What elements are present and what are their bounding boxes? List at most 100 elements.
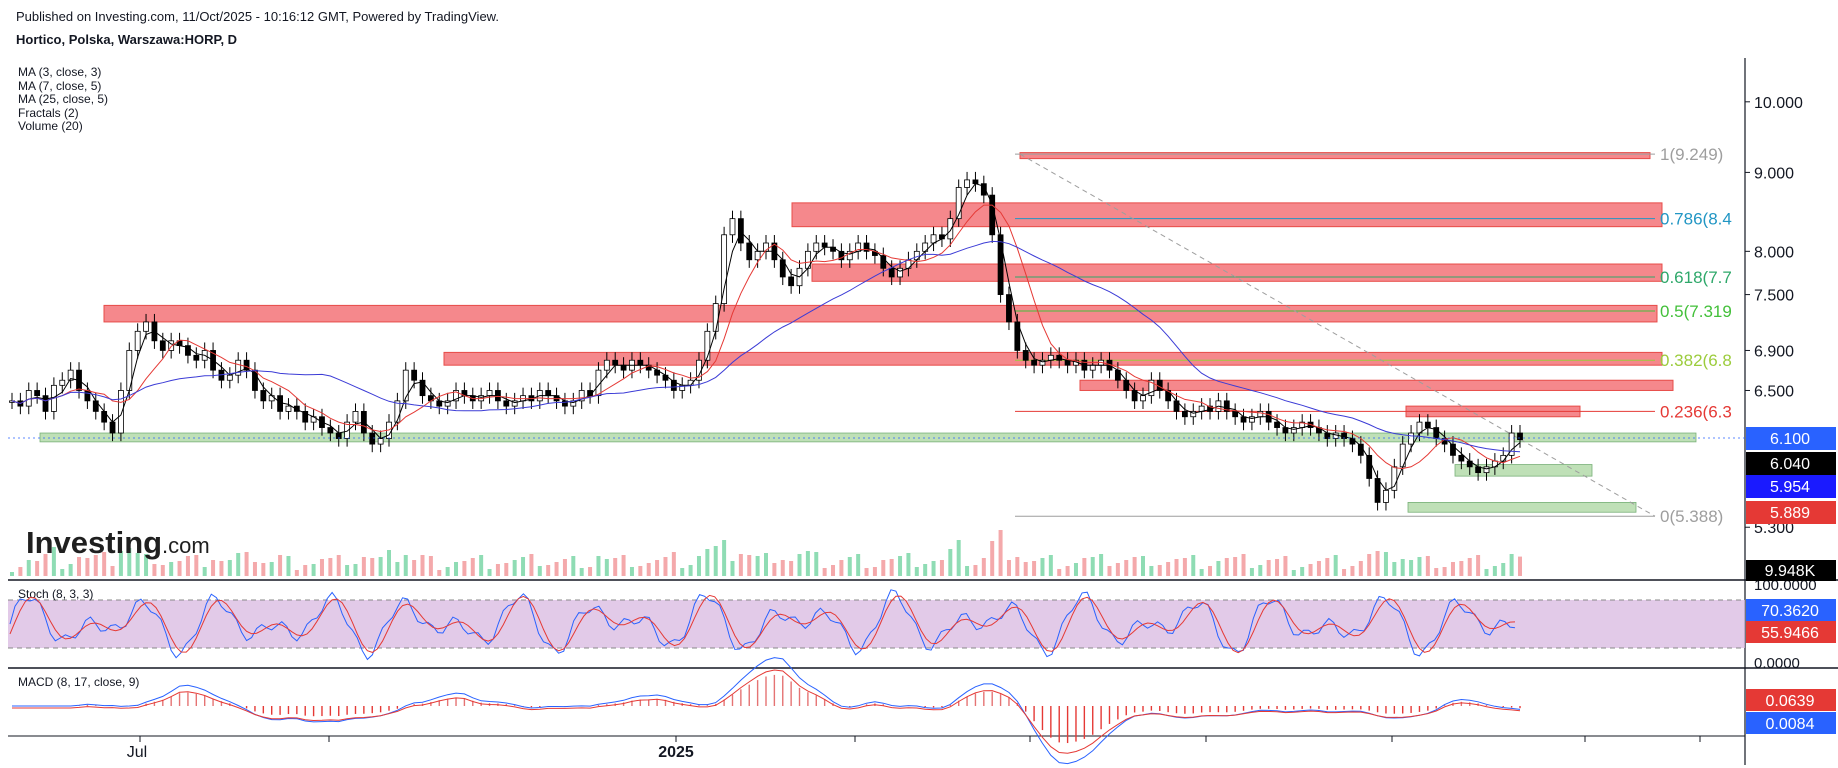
volume-bar [1442, 567, 1447, 576]
volume-bar [1073, 563, 1078, 576]
fib-trend-line [1019, 153, 1656, 517]
volume-bar [546, 565, 551, 576]
last-price-label: 5.954 [1770, 479, 1810, 496]
volume-bar [236, 553, 241, 576]
volume-bar [1065, 566, 1070, 576]
volume-bar [51, 547, 56, 576]
macd-title: MACD (8, 17, close, 9) [18, 675, 139, 689]
volume-bar [77, 557, 82, 576]
candle-body [168, 340, 175, 351]
volume-bar [353, 564, 358, 576]
volume-bar [294, 570, 299, 576]
stoch-title: Stoch (8, 3, 3) [18, 587, 93, 601]
volume-bar [1316, 561, 1321, 576]
candle-body [67, 369, 74, 381]
macd-signal-line [12, 669, 1521, 754]
candle-body [235, 359, 242, 376]
volume-bar [1367, 554, 1372, 576]
published-caption: Published on Investing.com, 11/Oct/2025 … [16, 9, 499, 24]
candle-body [846, 250, 853, 261]
volume-bar [1141, 556, 1145, 576]
volume-bar [889, 559, 894, 576]
candle-body [754, 250, 761, 261]
candle-body [947, 218, 954, 240]
ma-fast-line [11, 183, 1521, 491]
stochastic-pane: Stoch (8, 3, 3) 100.0000 0.0000 70.3620 55.9… [8, 577, 1836, 672]
volume-bar [1409, 560, 1414, 576]
volume-bar [588, 567, 593, 576]
candle-body [34, 390, 41, 397]
candle-body [226, 374, 233, 381]
volume-bar [1040, 558, 1045, 576]
volume-bar [177, 561, 182, 576]
volume-bar [1057, 569, 1062, 576]
candle-body [1148, 379, 1155, 397]
volume-bar [1048, 555, 1053, 576]
candle-body [1450, 443, 1456, 456]
candle-body [1408, 432, 1414, 445]
indicator-ma7[interactable]: MA (7, close, 5) [18, 78, 102, 93]
indicator-ma25[interactable]: MA (25, close, 5) [18, 92, 109, 106]
volume-bar [789, 561, 794, 576]
volume-bar [923, 564, 928, 576]
volume-bar [1333, 555, 1338, 576]
stoch-value-label: 55.9466 [1761, 625, 1819, 642]
candle-body [1039, 359, 1046, 366]
volume-bar [939, 560, 944, 576]
volume-bar [403, 555, 408, 576]
candle-body [486, 390, 493, 397]
candle-body [955, 187, 962, 220]
volume-bar [1166, 562, 1171, 576]
volume-bar [437, 570, 442, 576]
volume-bar [629, 567, 634, 576]
volume-bar [1350, 566, 1355, 576]
candle-body [838, 250, 845, 261]
price-tick-label: 6.900 [1754, 343, 1794, 360]
candle-body [1391, 466, 1398, 491]
volume-bar [722, 540, 727, 576]
volume-bar [537, 566, 542, 576]
volume-bar [395, 562, 400, 576]
volume-bar [303, 565, 308, 576]
candle-body [1190, 411, 1197, 418]
candle-body [402, 369, 409, 402]
candle-body [1140, 395, 1146, 402]
stoch-value-label: 70.3620 [1761, 603, 1819, 620]
volume-bar [1174, 559, 1179, 576]
volume-bar [35, 561, 40, 576]
volume-bar [981, 558, 986, 576]
candle-body [620, 364, 627, 371]
candle-body [1249, 416, 1255, 423]
candle-body [1257, 411, 1264, 418]
candle-body [1374, 478, 1381, 503]
candle-body [813, 242, 820, 252]
symbol-title: Hortico, Polska, Warszawa:HORP, D [16, 32, 238, 47]
indicator-ma3[interactable]: MA (3, close, 3) [18, 65, 102, 79]
volume-bar [152, 564, 157, 576]
candle-body [980, 183, 987, 196]
volume-bar [856, 554, 861, 576]
volume-bar [1258, 565, 1263, 576]
indicator-fractals[interactable]: Fractals (2) [18, 105, 79, 120]
time-tick-label: Jul [127, 744, 147, 761]
indicator-volume[interactable]: Volume (20) [18, 119, 83, 133]
volume-bar [470, 558, 475, 576]
candle-body [243, 359, 250, 371]
volume-bar [1006, 560, 1011, 576]
candle-body [670, 379, 677, 391]
volume-bar [1476, 555, 1481, 576]
candle-body [260, 390, 267, 402]
volume-bar [194, 555, 199, 576]
volume-bar [319, 559, 324, 576]
candle-body [1089, 364, 1096, 371]
ma-mid-line [11, 204, 1521, 470]
volume-bar [1090, 557, 1095, 576]
volume-bar [655, 560, 660, 576]
volume-bar [1308, 564, 1313, 576]
ma-slow-line [11, 240, 1521, 453]
volume-bar [202, 567, 207, 576]
candle-body [1232, 411, 1239, 418]
volume-bar [914, 567, 919, 576]
volume-bar [864, 568, 869, 576]
